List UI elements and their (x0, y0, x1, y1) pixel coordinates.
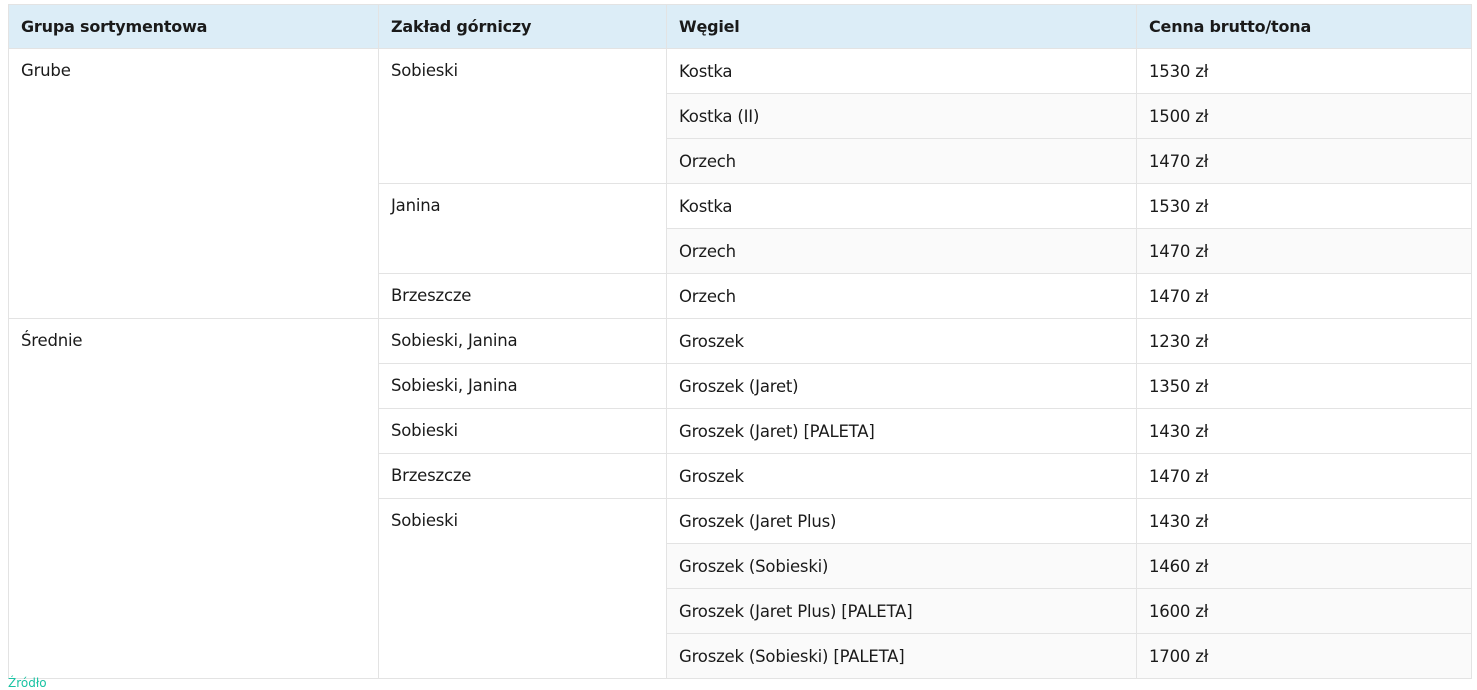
table-header: Grupa sortymentowa Zakład górniczy Węgie… (8, 4, 1472, 49)
header-mine: Zakład górniczy (378, 4, 667, 49)
coal-cell: Groszek (Jaret) [PALETA] (666, 408, 1137, 454)
price-cell: 1500 zł (1136, 93, 1472, 139)
price-cell: 1470 zł (1136, 138, 1472, 184)
coal-cell: Groszek (Jaret) (666, 363, 1137, 409)
coal-cell: Orzech (666, 273, 1137, 319)
table-row: Średnie Sobieski, Janina Groszek 1230 zł (8, 318, 1472, 679)
header-coal: Węgiel (666, 4, 1137, 49)
mine-cell: Sobieski, Janina (378, 318, 667, 364)
price-cell: 1600 zł (1136, 588, 1472, 634)
table-row: Kostka (II) 1500 zł (9, 93, 1472, 139)
coal-cell: Groszek (Sobieski) (666, 543, 1137, 589)
price-cell: 1460 zł (1136, 543, 1472, 589)
price-cell: 1350 zł (1136, 363, 1472, 409)
coal-price-table: Grupa sortymentowa Zakład górniczy Węgie… (8, 4, 1472, 679)
mine-cell: Sobieski, Janina (378, 363, 667, 409)
mine-cell: Sobieski (378, 498, 667, 679)
price-cell: 1700 zł (1136, 633, 1472, 679)
coal-cell: Kostka (666, 48, 1137, 94)
coal-cell: Kostka (666, 183, 1137, 229)
coal-cell: Orzech (666, 138, 1137, 184)
table-row: Brzeszcze Orzech 1470 zł (9, 273, 1472, 319)
coal-cell: Groszek (Jaret Plus) (666, 498, 1137, 544)
price-cell: 1430 zł (1136, 408, 1472, 454)
price-cell: 1470 zł (1136, 273, 1472, 319)
table-body: Grube Sobieski Kostka 1530 zł Kostka (II… (8, 48, 1472, 679)
mine-cell: Janina (378, 183, 667, 274)
table-row: Sobieski, Janina Groszek (Jaret) 1350 zł (9, 363, 1472, 409)
mine-cell: Brzeszcze (378, 273, 667, 319)
table-row: Groszek (Jaret Plus) [PALETA] 1600 zł (9, 588, 1472, 634)
price-cell: 1230 zł (1136, 318, 1472, 364)
coal-cell: Groszek (Sobieski) [PALETA] (666, 633, 1137, 679)
mine-cell: Sobieski (378, 408, 667, 454)
coal-cell: Groszek (666, 453, 1137, 499)
price-cell: 1470 zł (1136, 228, 1472, 274)
coal-cell: Groszek (666, 318, 1137, 364)
source-link[interactable]: Źródło (8, 676, 47, 690)
coal-cell: Kostka (II) (666, 93, 1137, 139)
price-cell: 1530 zł (1136, 183, 1472, 229)
price-cell: 1430 zł (1136, 498, 1472, 544)
table-row: Groszek (Sobieski) [PALETA] 1700 zł (9, 633, 1472, 679)
header-group: Grupa sortymentowa (8, 4, 379, 49)
table-row: Orzech 1470 zł (9, 228, 1472, 274)
price-cell: 1530 zł (1136, 48, 1472, 94)
table-row: Groszek (Sobieski) 1460 zł (9, 543, 1472, 589)
table-row: Sobieski Groszek (Jaret Plus) 1430 zł (9, 498, 1472, 679)
mine-cell: Sobieski (378, 48, 667, 184)
mine-cell: Brzeszcze (378, 453, 667, 499)
header-price: Cenna brutto/tona (1136, 4, 1472, 49)
group-cell: Grube (8, 48, 379, 319)
table-row: Grube Sobieski Kostka 1530 zł (8, 48, 1472, 319)
price-cell: 1470 zł (1136, 453, 1472, 499)
coal-cell: Groszek (Jaret Plus) [PALETA] (666, 588, 1137, 634)
group-cell: Średnie (8, 318, 379, 679)
table-row: Janina Kostka 1530 zł (9, 183, 1472, 274)
coal-cell: Orzech (666, 228, 1137, 274)
table-row: Brzeszcze Groszek 1470 zł (9, 453, 1472, 499)
table-header-row: Grupa sortymentowa Zakład górniczy Węgie… (8, 4, 1472, 49)
